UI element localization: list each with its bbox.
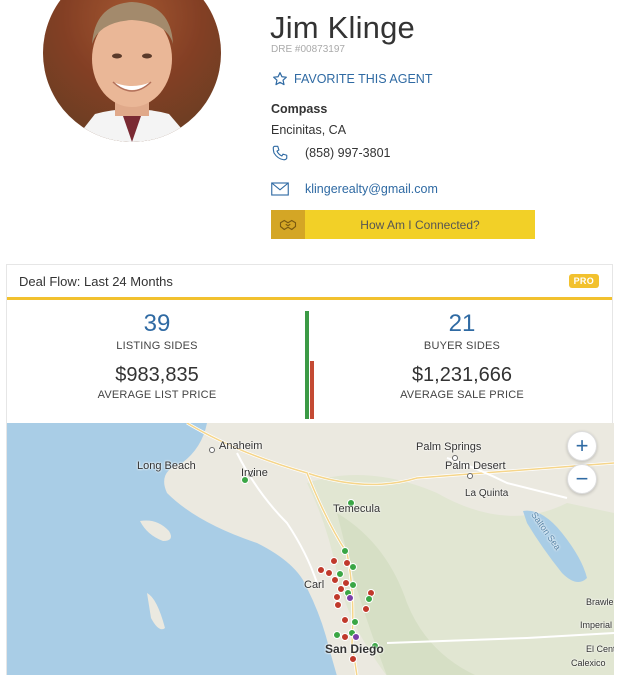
map-canvas [7, 423, 614, 675]
map-label-long-beach: Long Beach [137, 460, 196, 472]
agent-phone-number[interactable]: (858) 997-3801 [305, 146, 391, 160]
agent-name: Jim Klinge [270, 10, 415, 45]
how-am-i-connected-label: How Am I Connected? [360, 217, 480, 232]
map-label-la-quinta: La Quinta [465, 488, 509, 499]
map-label-palm-springs: Palm Springs [416, 441, 482, 453]
buyer-sides-count: 21 [448, 310, 476, 337]
map-label-temecula: Temecula [333, 503, 381, 515]
listing-sides-label: LISTING SIDES [116, 340, 198, 352]
deal-flow-stats: 39 LISTING SIDES $983,835 AVERAGE LIST P… [7, 300, 612, 420]
listing-stats: 39 LISTING SIDES $983,835 AVERAGE LIST P… [7, 300, 307, 401]
buyer-sides-bar [310, 361, 314, 419]
agent-avatar [43, 0, 221, 142]
agent-city: Encinitas, CA [271, 123, 347, 137]
average-list-price-label: AVERAGE LIST PRICE [97, 389, 217, 401]
phone-icon [272, 145, 288, 161]
deal-flow-header: Deal Flow: Last 24 Months PRO [7, 265, 612, 300]
average-sale-price-label: AVERAGE SALE PRICE [400, 389, 524, 401]
zoom-out-button[interactable]: − [567, 464, 597, 494]
envelope-icon [271, 182, 289, 196]
buyer-stats: 21 BUYER SIDES $1,231,666 AVERAGE SALE P… [312, 300, 612, 401]
zoom-in-button[interactable]: + [567, 431, 597, 461]
map-label-imperial: Imperial [580, 620, 613, 630]
map-label-carlsbad: Carl [304, 579, 325, 591]
agent-company: Compass [271, 102, 328, 116]
star-icon [273, 72, 287, 86]
map-label-el-centro: El Centro [586, 644, 614, 654]
deal-map[interactable]: Anaheim Long Beach Irvine Palm Springs P… [7, 423, 614, 675]
favorite-agent-label: FAVORITE THIS AGENT [294, 72, 433, 86]
agent-email-link[interactable]: klingerealty@gmail.com [305, 182, 438, 196]
map-label-brawley: Brawle [586, 597, 614, 607]
average-sale-price: $1,231,666 [411, 364, 513, 386]
map-label-palm-desert: Palm Desert [445, 460, 506, 472]
map-label-anaheim: Anaheim [219, 440, 263, 452]
average-list-price: $983,835 [115, 364, 199, 386]
buyer-sides-label: BUYER SIDES [423, 340, 501, 352]
deal-flow-title: Deal Flow: Last 24 Months [19, 273, 173, 289]
map-label-san-diego: San Diego [325, 642, 384, 656]
handshake-icon [271, 210, 305, 239]
map-label-irvine: Irvine [241, 467, 268, 479]
listing-sides-count: 39 [143, 310, 171, 337]
agent-email[interactable]: klingerealty@gmail.com [271, 182, 438, 196]
agent-phone[interactable]: (858) 997-3801 [271, 144, 390, 162]
how-am-i-connected-button[interactable]: How Am I Connected? [271, 210, 535, 239]
agent-license: DRE #00873197 [271, 44, 345, 55]
map-label-calexico: Calexico [571, 658, 606, 668]
deal-flow-card: Deal Flow: Last 24 Months PRO 39 LISTING… [6, 264, 614, 675]
listing-sides-bar [305, 311, 309, 419]
favorite-agent-button[interactable]: FAVORITE THIS AGENT [272, 71, 432, 87]
pro-badge: PRO [568, 274, 599, 288]
